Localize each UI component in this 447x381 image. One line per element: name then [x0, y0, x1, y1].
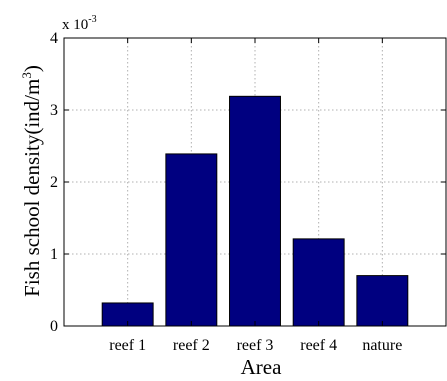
y-tick-label: 3: [50, 102, 58, 119]
y-tick-label: 4: [50, 30, 58, 47]
x-tick-label: nature: [362, 337, 402, 354]
bar: [292, 238, 345, 327]
y-axis-label: Fish school density(ind/m3): [19, 65, 44, 297]
bar: [229, 95, 281, 327]
y-tick-label: 2: [50, 174, 58, 191]
x-tick-label: reef 3: [237, 337, 274, 354]
x-tick-label: reef 2: [173, 337, 210, 354]
y-tick-label: 0: [50, 318, 58, 335]
x-tick-label: reef 4: [300, 337, 337, 354]
y-tick-label: 1: [50, 246, 58, 263]
y-multiplier-label: x 10-3: [62, 14, 97, 33]
x-tick-label: reef 1: [109, 337, 146, 354]
ticks: 0 1 2 3 4 reef 1 reef 2 reef 3 reef 4 nature: [50, 30, 446, 354]
x-axis-label: Area: [241, 355, 282, 379]
bar: [356, 275, 409, 327]
bar: [165, 153, 218, 327]
bars: [101, 95, 409, 327]
